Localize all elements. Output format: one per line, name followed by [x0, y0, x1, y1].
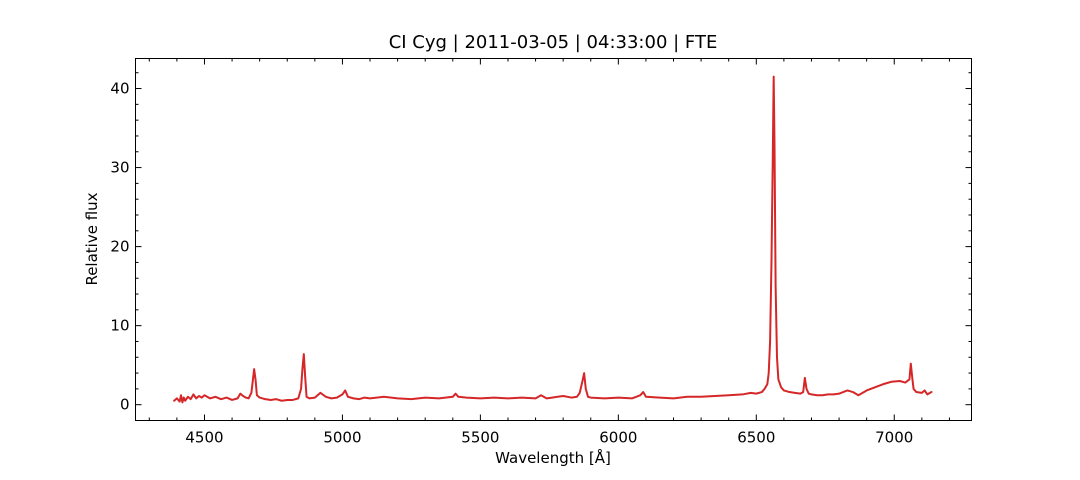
y-tick-label-1: 10	[110, 317, 129, 335]
axis-tick-labels: 4500 5000 5500 6000 6500 7000 0 10 20 30 40	[110, 80, 913, 447]
x-tick-label-0: 4500	[185, 429, 223, 447]
x-tick-label-1: 5000	[323, 429, 361, 447]
x-tick-label-3: 6000	[599, 429, 637, 447]
chart-title: CI Cyg | 2011-03-05 | 04:33:00 | FTE	[389, 32, 718, 53]
x-tick-label-2: 5500	[461, 429, 499, 447]
y-tick-label-0: 0	[120, 396, 130, 414]
y-tick-label-2: 20	[110, 238, 129, 256]
y-axis-label: Relative flux	[83, 192, 101, 285]
plot-frame	[135, 58, 972, 421]
y-tick-label-4: 40	[110, 80, 129, 98]
y-tick-label-3: 30	[110, 159, 129, 177]
x-axis-label: Wavelength [Å]	[495, 448, 611, 467]
x-tick-label-4: 6500	[737, 429, 775, 447]
spectrum-line-0	[173, 75, 933, 404]
x-tick-label-5: 7000	[875, 429, 913, 447]
series-group	[173, 75, 933, 404]
axis-ticks	[135, 58, 972, 421]
